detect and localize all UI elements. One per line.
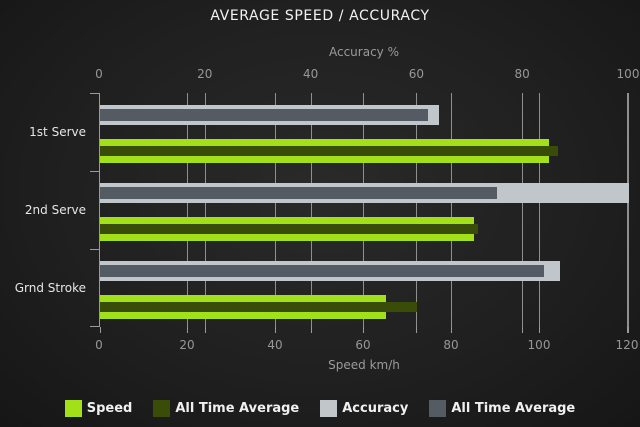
legend-label: Accuracy — [342, 400, 409, 416]
axis-tick-bottom — [627, 327, 628, 333]
gridline-speed — [451, 93, 452, 327]
legend-label: All Time Average — [451, 400, 576, 416]
axis-tick-bottom — [310, 327, 312, 333]
category-label: Grnd Stroke — [14, 281, 86, 295]
axis-tick-left — [90, 171, 99, 172]
axis-tick-bottom — [539, 327, 540, 333]
bar-accuracy-average — [100, 109, 428, 121]
legend-swatch-speed_avg — [153, 399, 171, 417]
bottom-axis-tick-label: 100 — [527, 338, 551, 352]
top-axis-label: Accuracy % — [328, 45, 399, 59]
top-axis-tick-label: 60 — [408, 67, 425, 81]
axis-tick-bottom — [275, 327, 276, 333]
legend-label: Speed — [86, 400, 133, 416]
axis-tick-bottom — [187, 327, 188, 333]
gridline-accuracy — [416, 93, 418, 327]
gridline-speed — [363, 93, 364, 327]
gridline-speed — [275, 93, 276, 327]
bottom-axis-tick-label: 0 — [95, 338, 103, 352]
gridline-accuracy — [522, 93, 524, 327]
top-axis-tick-label: 0 — [95, 67, 103, 81]
axis-tick-left — [90, 249, 99, 250]
bottom-axis-tick-label: 60 — [355, 338, 371, 352]
legend: Speed All Time Average Accuracy All Time Av… — [0, 398, 640, 418]
gridline-speed — [187, 93, 188, 327]
gridline-accuracy — [628, 93, 629, 327]
axis-tick-bottom — [522, 327, 524, 333]
category-label: 2nd Serve — [24, 203, 86, 217]
bottom-axis-tick-label: 80 — [443, 338, 459, 352]
bottom-axis-label: Speed km/h — [328, 358, 400, 372]
top-axis-tick-label: 100 — [616, 67, 640, 81]
bottom-axis-tick-label: 120 — [615, 338, 639, 352]
plot-area — [90, 93, 629, 333]
axis-tick-bottom — [416, 327, 418, 333]
bar-speed-average — [100, 146, 558, 156]
legend-item: All Time Average — [153, 399, 300, 417]
top-axis-tick-label: 20 — [197, 67, 213, 81]
legend-swatch-accuracy — [320, 399, 338, 417]
top-axis-tick-label: 40 — [302, 67, 319, 81]
axis-tick-bottom — [628, 327, 629, 333]
legend-swatch-accuracy_avg — [429, 399, 447, 417]
bar-accuracy-average — [100, 187, 497, 199]
bottom-axis-tick-label: 20 — [179, 338, 195, 352]
gridline-speed — [627, 93, 628, 327]
bar-accuracy-average — [100, 265, 545, 277]
axis-tick-bottom — [363, 327, 364, 333]
axis-tick-left — [90, 326, 99, 327]
bottom-axis-tick-label: 40 — [267, 338, 283, 352]
bar-speed-average — [100, 302, 417, 312]
top-axis-tick-label: 80 — [514, 67, 530, 81]
gridline-speed — [539, 93, 540, 327]
axis-tick-bottom — [204, 327, 206, 333]
axis-tick-bottom — [451, 327, 452, 333]
axis-tick-bottom — [100, 327, 101, 333]
legend-item: Speed — [64, 399, 133, 417]
chart-title: AVERAGE SPEED / ACCURACY — [210, 8, 430, 24]
axis-tick-left — [90, 93, 99, 94]
legend-item: All Time Average — [429, 399, 576, 417]
gridline-accuracy — [204, 93, 206, 327]
bar-speed-average — [100, 224, 479, 234]
legend-item: Accuracy — [320, 399, 409, 417]
legend-label: All Time Average — [175, 400, 300, 416]
legend-swatch-speed — [64, 399, 82, 417]
category-label: 1st Serve — [29, 125, 86, 139]
gridline-accuracy — [310, 93, 312, 327]
